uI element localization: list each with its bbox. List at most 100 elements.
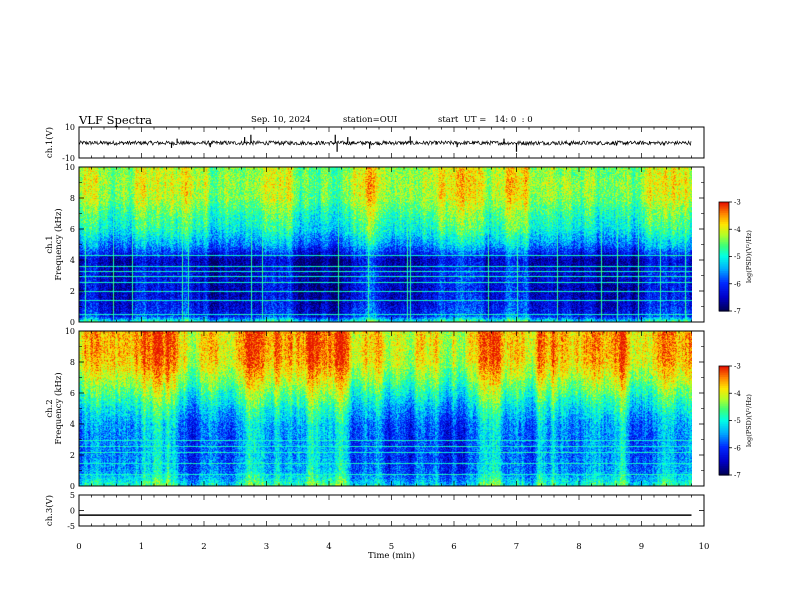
x-tick-label: 10 (699, 542, 710, 552)
colorbar-swatch (719, 271, 729, 274)
colorbar-swatch (719, 389, 729, 393)
date-label: Sep. 10, 2024 (251, 115, 311, 125)
colorbar-swatch (719, 422, 729, 425)
colorbar-swatch (719, 465, 729, 469)
colorbar-swatch (719, 420, 729, 423)
colorbar-swatch (719, 445, 729, 449)
colorbar-swatch (719, 458, 729, 462)
x-tick-label: 8 (576, 542, 581, 552)
colorbar-swatch (719, 260, 729, 263)
ch2-spectrogram-ylabel: ch.2 (45, 399, 55, 417)
colorbar-swatch (719, 267, 729, 270)
colorbar-tick-label: -4 (734, 226, 741, 234)
colorbar-swatch (719, 283, 729, 287)
ch2-spectrogram-ylabel-freq: Frequency (kHz) (53, 372, 64, 444)
figure-title: VLF Spectra (79, 113, 153, 127)
ch1-spectrogram-ylabel-freq: Frequency (kHz) (53, 208, 64, 280)
colorbar-swatch (719, 456, 729, 460)
y-tick-label: 10 (65, 327, 75, 336)
colorbar-swatch (719, 209, 729, 212)
colorbar-tick-label: -7 (734, 308, 741, 316)
colorbar-swatch (719, 281, 729, 285)
colorbar-tick-label: -5 (734, 253, 741, 261)
colorbar-swatch (719, 366, 729, 369)
colorbar-tick-label: -4 (734, 390, 741, 398)
y-tick-label: 10 (65, 163, 75, 172)
colorbar-swatch (719, 444, 729, 447)
y-tick-label: 5 (70, 491, 75, 500)
colorbar-swatch (719, 227, 729, 230)
colorbar-swatch (719, 464, 729, 467)
colorbar-swatch (719, 280, 729, 283)
colorbar-swatch (719, 469, 729, 472)
y-tick-label: -10 (62, 154, 75, 163)
colorbar-swatch (719, 305, 729, 308)
colorbar-swatch (719, 384, 729, 387)
x-tick-label: 2 (201, 542, 206, 552)
colorbar-swatch (719, 296, 729, 299)
ch2-spectrogram-heatmap (79, 331, 692, 486)
colorbar-label: log(PSD)(V²/Hz) (745, 230, 753, 283)
colorbar-swatch (719, 391, 729, 394)
colorbar-swatch (719, 300, 729, 303)
colorbar-swatch (719, 435, 729, 438)
colorbar-tick-label: -7 (734, 472, 741, 480)
colorbar-swatch (719, 272, 729, 276)
colorbar-swatch (719, 240, 729, 243)
colorbar-swatch (719, 298, 729, 301)
colorbar-swatch (719, 292, 729, 296)
colorbar-swatch (719, 234, 729, 238)
colorbar-swatch (719, 205, 729, 209)
colorbar-swatch (719, 418, 729, 422)
colorbar-swatch (719, 471, 729, 474)
colorbar-swatch (719, 447, 729, 451)
colorbar-swatch (719, 400, 729, 403)
colorbar-swatch (719, 440, 729, 443)
colorbar-swatch (719, 387, 729, 391)
ch1-spectrogram-ylabel: ch.1 (45, 235, 55, 253)
colorbar-swatch (719, 294, 729, 298)
y-tick-label: 8 (70, 194, 75, 203)
colorbar-swatch (719, 371, 729, 374)
y-tick-label: 4 (70, 256, 75, 265)
colorbar-swatch (719, 289, 729, 292)
y-tick-label: 0 (70, 482, 75, 491)
y-tick-label: -5 (67, 522, 75, 531)
colorbar-tick-label: -3 (734, 363, 741, 371)
x-tick-label: 7 (514, 542, 519, 552)
colorbar-swatch (719, 473, 729, 476)
colorbar-swatch (719, 269, 729, 272)
colorbar-swatch (719, 202, 729, 205)
colorbar-swatch (719, 413, 729, 416)
colorbar-swatch (719, 245, 729, 249)
colorbar-swatch (719, 251, 729, 254)
colorbar-swatch (719, 378, 729, 382)
colorbar-swatch (719, 415, 729, 418)
colorbar-swatch (719, 221, 729, 225)
colorbar-swatch (719, 254, 729, 258)
colorbar-swatch (719, 380, 729, 383)
colorbar-swatch (719, 460, 729, 463)
y-tick-label: 8 (70, 358, 75, 367)
colorbar-swatch (719, 449, 729, 452)
colorbar-swatch (719, 407, 729, 411)
colorbar-swatch (719, 427, 729, 431)
x-tick-label: 6 (451, 542, 456, 552)
x-tick-label: 0 (76, 542, 81, 552)
colorbar-swatch (719, 238, 729, 241)
y-tick-label: 2 (70, 287, 75, 296)
colorbar-swatch (719, 376, 729, 380)
start-time-label: start UT = 14: 0 : 0 (438, 115, 533, 125)
colorbar-swatch (719, 393, 729, 396)
colorbar-swatch (719, 252, 729, 256)
colorbar-swatch (719, 261, 729, 265)
ch1-spectrogram-heatmap (79, 167, 692, 322)
colorbar-swatch (719, 243, 729, 247)
colorbar-swatch (719, 236, 729, 239)
colorbar-label: log(PSD)(V²/Hz) (745, 394, 753, 447)
colorbar-swatch (719, 367, 729, 371)
colorbar-swatch (719, 382, 729, 385)
colorbar-swatch (719, 212, 729, 216)
ch1-spectrogram-panel: 0 2 4 6 8 10 ch.1 Frequency (kHz) -3 -4 -5 -6 -7 log(… (45, 163, 753, 327)
colorbar-swatch (719, 425, 729, 429)
